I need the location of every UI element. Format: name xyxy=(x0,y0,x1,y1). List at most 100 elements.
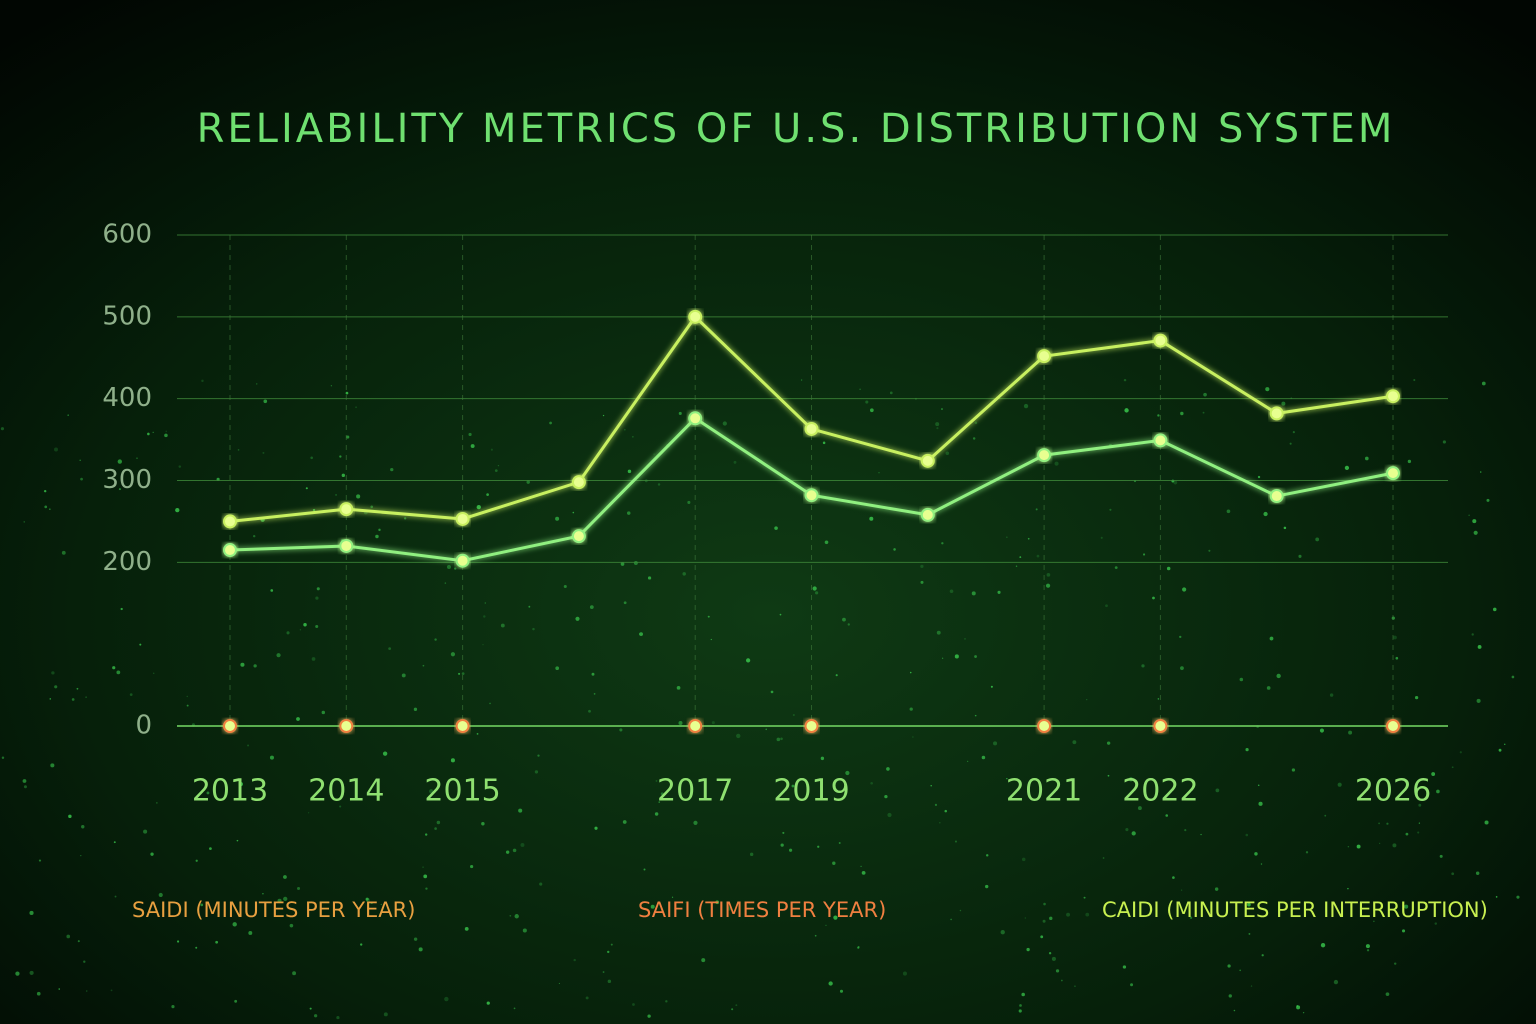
star xyxy=(845,770,850,776)
star xyxy=(486,493,489,496)
star xyxy=(941,542,944,545)
star xyxy=(66,934,71,939)
x-tick-label: 2019 xyxy=(773,774,849,809)
data-point xyxy=(804,421,819,436)
star xyxy=(434,827,437,830)
star xyxy=(749,852,754,857)
star xyxy=(276,653,281,658)
star xyxy=(1015,565,1018,567)
star xyxy=(1291,768,1296,772)
star xyxy=(23,521,25,523)
star xyxy=(532,627,535,631)
star xyxy=(253,664,257,668)
star xyxy=(418,947,423,952)
star xyxy=(658,801,660,803)
star xyxy=(1373,920,1375,923)
star xyxy=(1019,1004,1022,1007)
y-tick-label: 600 xyxy=(102,220,152,250)
star xyxy=(489,702,491,705)
star xyxy=(1179,635,1182,639)
star xyxy=(143,829,148,834)
star xyxy=(494,469,498,472)
star xyxy=(484,602,486,604)
star xyxy=(974,714,977,717)
star xyxy=(44,505,48,509)
star xyxy=(627,469,632,474)
star xyxy=(483,615,486,618)
star xyxy=(1051,956,1056,961)
star xyxy=(434,638,437,641)
star xyxy=(1152,596,1155,600)
star xyxy=(1227,964,1231,968)
star xyxy=(1141,664,1145,668)
star xyxy=(345,391,349,395)
star xyxy=(1245,833,1249,837)
star xyxy=(534,770,539,774)
star xyxy=(1378,842,1381,845)
star xyxy=(997,590,1001,594)
star xyxy=(1125,828,1129,832)
star xyxy=(985,884,989,889)
x-tick-label: 2017 xyxy=(657,774,733,809)
star xyxy=(1074,985,1076,988)
star xyxy=(464,926,469,931)
data-point xyxy=(1386,719,1400,733)
star xyxy=(330,385,333,387)
data-point xyxy=(339,719,354,733)
star xyxy=(1418,803,1422,807)
star xyxy=(470,864,474,869)
star xyxy=(1100,536,1103,539)
legend-label: CAIDI (MINUTES PER INTERRUPTION) xyxy=(1102,898,1488,922)
star xyxy=(48,508,51,511)
star xyxy=(860,865,862,868)
star xyxy=(1486,498,1490,502)
star xyxy=(314,1014,318,1018)
star xyxy=(152,431,154,434)
star xyxy=(1165,814,1169,817)
star xyxy=(355,406,357,409)
star xyxy=(1492,607,1497,612)
star xyxy=(178,465,182,468)
star xyxy=(944,809,948,813)
star xyxy=(1324,814,1327,817)
star xyxy=(575,616,580,621)
star xyxy=(1114,566,1118,570)
star xyxy=(537,754,540,757)
star xyxy=(727,906,732,911)
star xyxy=(1157,414,1160,417)
star xyxy=(934,803,938,806)
star xyxy=(941,408,943,410)
star xyxy=(693,820,698,825)
data-point xyxy=(1153,433,1168,448)
star xyxy=(1302,1012,1305,1014)
data-point xyxy=(1037,719,1052,733)
star xyxy=(1471,633,1474,636)
star xyxy=(425,887,428,890)
star xyxy=(685,901,687,904)
star xyxy=(1265,387,1270,392)
star xyxy=(1395,656,1399,660)
star xyxy=(627,511,631,515)
star xyxy=(509,914,512,917)
star xyxy=(990,685,993,688)
star xyxy=(310,456,313,460)
star xyxy=(930,784,932,787)
data-point xyxy=(688,411,703,426)
star xyxy=(833,915,838,920)
star xyxy=(321,710,326,715)
star xyxy=(959,909,962,912)
star xyxy=(518,808,523,813)
star xyxy=(80,477,83,481)
star xyxy=(912,736,914,738)
star xyxy=(1027,537,1030,540)
star xyxy=(1019,556,1022,558)
star xyxy=(171,1005,175,1009)
star xyxy=(1261,954,1264,957)
star xyxy=(1130,983,1134,987)
star xyxy=(588,709,591,713)
star xyxy=(633,561,638,565)
star xyxy=(839,989,844,993)
star xyxy=(165,430,167,433)
star xyxy=(825,924,827,926)
star xyxy=(1157,698,1160,700)
